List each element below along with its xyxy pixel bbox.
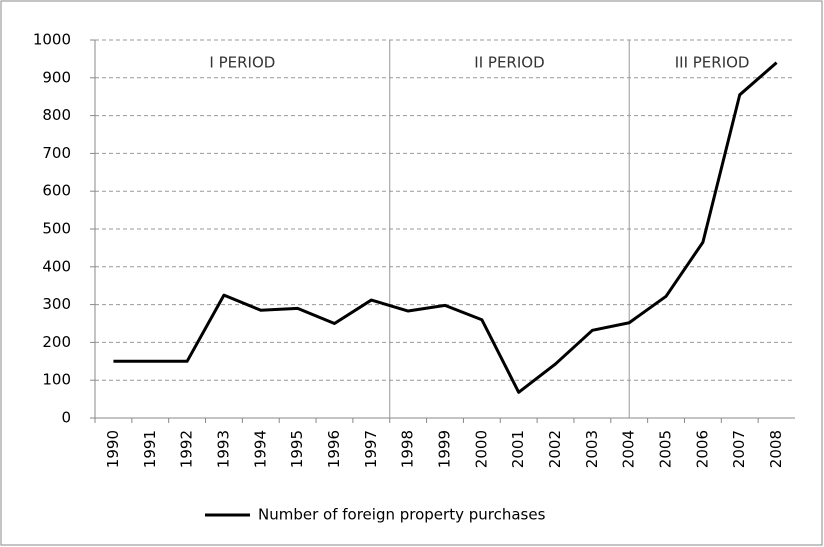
x-tick-label: 1994 (251, 430, 269, 468)
x-tick-label: 1997 (362, 430, 380, 468)
x-tick-label: 1998 (399, 430, 417, 468)
legend-label: Number of foreign property purchases (258, 506, 546, 524)
x-tick-label: 2003 (583, 430, 601, 468)
x-tick-label: 2005 (657, 430, 675, 468)
y-tick-label: 700 (42, 144, 71, 162)
y-tick-label: 1000 (33, 31, 71, 49)
y-tick-label: 100 (42, 371, 71, 389)
x-tick-label: 2004 (620, 430, 638, 468)
x-tick-label: 1992 (178, 430, 196, 468)
x-tick-label: 1990 (104, 430, 122, 468)
y-tick-label: 400 (42, 257, 71, 275)
period-label: II PERIOD (474, 54, 544, 72)
x-tick-label: 1996 (325, 430, 343, 468)
line-series (113, 61, 778, 394)
x-tick-label: 2006 (693, 430, 711, 468)
period-label: I PERIOD (209, 54, 275, 72)
x-tick-label: 2000 (472, 430, 490, 468)
y-tick-label: 600 (42, 182, 71, 200)
x-tick-label: 1993 (214, 430, 232, 468)
x-tick-label: 1995 (288, 430, 306, 468)
x-tick-label: 1999 (436, 430, 454, 468)
y-tick-label: 500 (42, 220, 71, 238)
period-label: III PERIOD (675, 54, 750, 72)
y-tick-label: 900 (42, 68, 71, 86)
y-tick-label: 200 (42, 333, 71, 351)
y-tick-label: 300 (42, 295, 71, 313)
x-tick-label: 2008 (767, 430, 785, 468)
y-tick-label: 0 (61, 409, 71, 427)
y-tick-label: 800 (42, 106, 71, 124)
x-tick-label: 2002 (546, 430, 564, 468)
x-tick-label: 2001 (509, 430, 527, 468)
x-tick-label: 1991 (141, 430, 159, 468)
x-tick-label: 2007 (730, 430, 748, 468)
